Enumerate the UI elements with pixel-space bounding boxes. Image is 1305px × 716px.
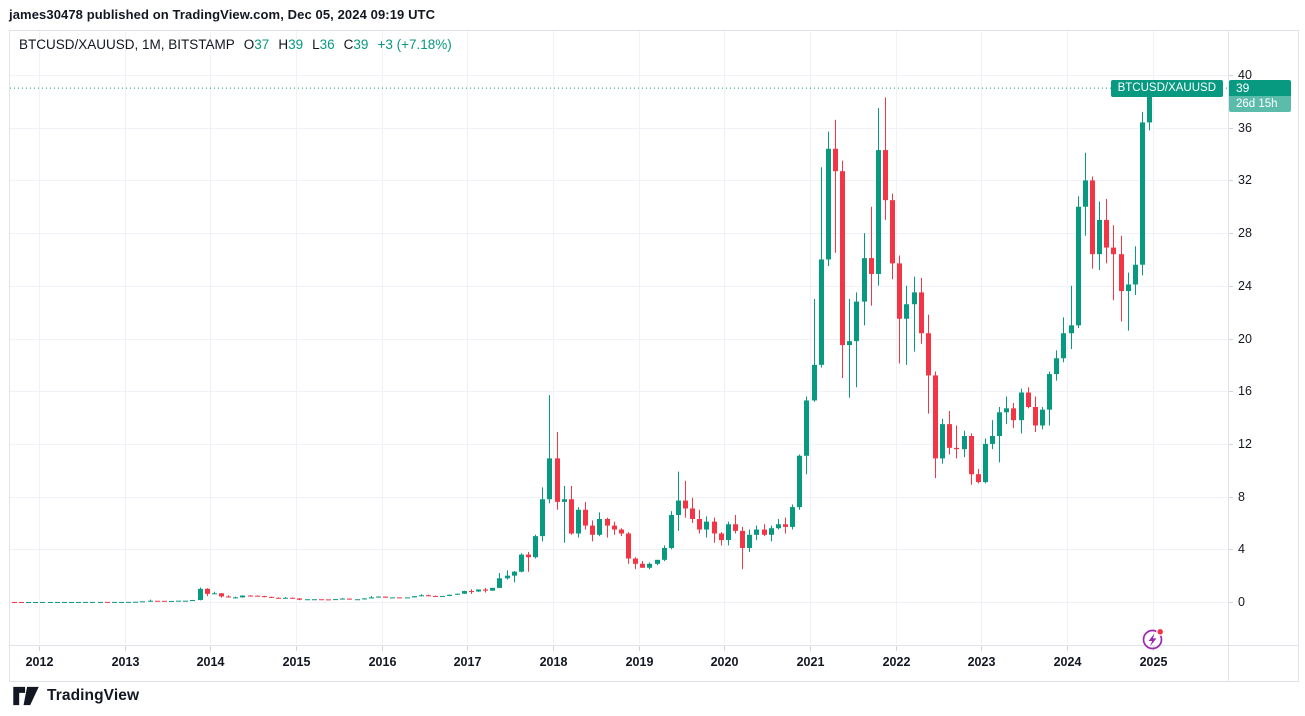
price-tick-label: 36 [1238, 120, 1252, 135]
ohlc-close: C39 [343, 37, 369, 52]
price-tick-label: 20 [1238, 331, 1252, 346]
year-tick-label: 2022 [882, 655, 911, 669]
year-tick-label: 2014 [196, 655, 225, 669]
year-tick-label: 2012 [25, 655, 54, 669]
price-tick-label: 12 [1238, 436, 1252, 451]
notification-dot [1156, 627, 1165, 636]
price-scale-axis[interactable]: 40 36 32 28 24 20 16 12 8 4 0 [1229, 30, 1299, 645]
year-tick-label: 2023 [967, 655, 996, 669]
price-tick-label: 4 [1238, 542, 1245, 557]
year-tick-label: 2025 [1139, 655, 1168, 669]
price-tick-label: 40 [1238, 68, 1252, 82]
price-tick-label: 8 [1238, 489, 1245, 504]
ohlc-open: O37 [243, 37, 270, 52]
price-tick-label: 32 [1238, 173, 1252, 188]
year-tick-label: 2019 [625, 655, 654, 669]
attribution-text: james30478 published on TradingView.com,… [9, 7, 436, 22]
time-scale-axis[interactable]: 2012 2013 2014 2015 2016 2017 2018 2019 2020 2021… [9, 646, 1228, 682]
price-tick-label: 28 [1238, 226, 1252, 241]
year-tick-label: 2016 [368, 655, 397, 669]
year-tick-label: 2021 [796, 655, 825, 669]
price-tick-label: 24 [1238, 278, 1252, 293]
year-tick-label: 2018 [539, 655, 568, 669]
year-tick-label: 2020 [710, 655, 739, 669]
ohlc-low: L36 [312, 37, 335, 52]
last-price-symbol-label: BTCUSD/XAUUSD [1110, 80, 1223, 97]
year-tick-label: 2024 [1053, 655, 1082, 669]
symbol-title[interactable]: BTCUSD/XAUUSD, 1M, BITSTAMP [19, 37, 235, 52]
tradingview-logo-icon [13, 686, 39, 706]
chart-frame [9, 30, 1299, 682]
bar-countdown-badge: 26d 15h [1229, 96, 1291, 112]
year-tick-label: 2015 [282, 655, 311, 669]
year-tick-label: 2013 [111, 655, 140, 669]
symbol-title-row[interactable]: BTCUSD/XAUUSD, 1M, BITSTAMP O37 H39 L36 … [19, 37, 452, 52]
price-tick-label: 16 [1238, 384, 1252, 399]
change-value: +3 (+7.18%) [377, 37, 452, 52]
price-tick-label: 0 [1238, 595, 1245, 609]
brand-name: TradingView [47, 687, 140, 704]
ohlc-high: H39 [278, 37, 304, 52]
year-tick-label: 2017 [453, 655, 482, 669]
last-price-badge: 39 [1229, 80, 1291, 96]
footer-brand[interactable]: TradingView [13, 686, 139, 706]
events-icon[interactable] [1141, 627, 1165, 651]
